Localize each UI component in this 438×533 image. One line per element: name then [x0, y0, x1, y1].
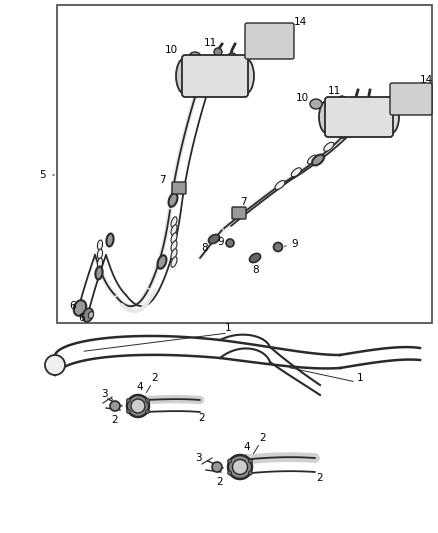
Text: 3: 3: [194, 453, 201, 463]
Text: 6: 6: [79, 313, 85, 323]
Text: 9: 9: [292, 239, 298, 249]
Ellipse shape: [169, 193, 177, 207]
Ellipse shape: [97, 267, 102, 277]
Ellipse shape: [171, 217, 177, 227]
Ellipse shape: [171, 241, 177, 251]
Text: 10: 10: [164, 45, 177, 55]
Ellipse shape: [95, 266, 102, 279]
Ellipse shape: [249, 29, 261, 47]
Text: 6: 6: [70, 301, 76, 311]
FancyBboxPatch shape: [390, 83, 432, 115]
Text: 4: 4: [137, 382, 143, 392]
Text: 11: 11: [327, 86, 341, 96]
Ellipse shape: [97, 249, 102, 259]
Text: 3: 3: [101, 389, 107, 399]
Ellipse shape: [381, 100, 399, 134]
Ellipse shape: [171, 257, 177, 267]
Ellipse shape: [249, 253, 261, 263]
Ellipse shape: [131, 399, 145, 413]
Ellipse shape: [273, 243, 283, 252]
Ellipse shape: [171, 225, 177, 235]
Ellipse shape: [97, 258, 102, 268]
Ellipse shape: [212, 462, 222, 472]
Ellipse shape: [361, 99, 371, 109]
Ellipse shape: [176, 58, 194, 94]
Text: 2: 2: [217, 477, 223, 487]
Text: 2: 2: [112, 415, 118, 425]
Ellipse shape: [171, 233, 177, 243]
Text: 7: 7: [240, 197, 246, 207]
Ellipse shape: [236, 58, 254, 94]
Ellipse shape: [106, 233, 113, 246]
Ellipse shape: [228, 455, 252, 479]
Ellipse shape: [214, 48, 222, 56]
Text: 1: 1: [357, 373, 363, 383]
Ellipse shape: [228, 471, 232, 475]
Ellipse shape: [275, 181, 285, 190]
Ellipse shape: [248, 471, 252, 475]
Ellipse shape: [319, 100, 337, 134]
Ellipse shape: [145, 409, 149, 414]
Ellipse shape: [127, 399, 131, 402]
Text: 14: 14: [419, 75, 433, 85]
FancyBboxPatch shape: [172, 182, 186, 194]
Text: 1: 1: [225, 323, 231, 333]
Text: 8: 8: [253, 265, 259, 275]
Ellipse shape: [312, 155, 324, 165]
Ellipse shape: [127, 409, 131, 414]
Ellipse shape: [97, 240, 102, 250]
Text: 9: 9: [218, 237, 224, 247]
Ellipse shape: [83, 308, 93, 322]
Text: 10: 10: [296, 93, 308, 103]
Text: 5: 5: [39, 170, 45, 180]
Bar: [57, 5, 432, 323]
FancyBboxPatch shape: [182, 55, 248, 97]
Ellipse shape: [226, 239, 234, 247]
Ellipse shape: [145, 399, 149, 402]
Ellipse shape: [233, 459, 247, 474]
Ellipse shape: [110, 401, 120, 411]
Text: 2: 2: [199, 413, 205, 423]
Ellipse shape: [310, 99, 322, 109]
Ellipse shape: [248, 459, 252, 463]
Text: 12: 12: [219, 60, 232, 70]
Text: 11: 11: [203, 38, 217, 48]
Ellipse shape: [338, 96, 346, 104]
Ellipse shape: [45, 355, 65, 375]
Text: 2: 2: [260, 433, 266, 443]
FancyBboxPatch shape: [232, 207, 246, 219]
Ellipse shape: [227, 53, 237, 63]
FancyBboxPatch shape: [325, 97, 393, 137]
Ellipse shape: [74, 300, 86, 316]
FancyBboxPatch shape: [245, 23, 294, 59]
Text: 4: 4: [244, 442, 250, 452]
Ellipse shape: [208, 235, 219, 244]
Ellipse shape: [171, 249, 177, 259]
Ellipse shape: [88, 312, 94, 318]
Ellipse shape: [291, 168, 301, 177]
Text: 8: 8: [201, 243, 208, 253]
Ellipse shape: [340, 130, 350, 139]
Text: 2: 2: [152, 373, 158, 383]
Text: 7: 7: [159, 175, 165, 185]
Ellipse shape: [127, 395, 149, 417]
Ellipse shape: [158, 255, 166, 269]
Text: 14: 14: [293, 17, 307, 27]
Text: 2: 2: [317, 473, 323, 483]
Text: 12: 12: [351, 107, 364, 117]
Ellipse shape: [307, 155, 318, 164]
Ellipse shape: [189, 52, 201, 62]
Ellipse shape: [324, 142, 334, 151]
Ellipse shape: [228, 459, 232, 463]
Ellipse shape: [394, 89, 404, 105]
